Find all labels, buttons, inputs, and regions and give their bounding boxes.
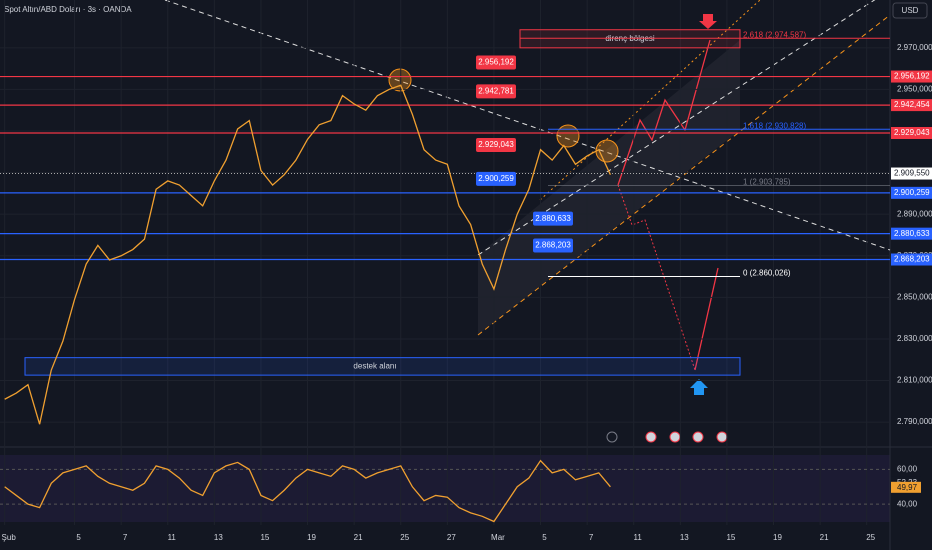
- zone: [24, 357, 741, 376]
- price-tag-label: 2.880,633: [535, 214, 571, 223]
- level-tag: [891, 253, 932, 266]
- currency-box[interactable]: [892, 2, 928, 19]
- x-tick-label: 11: [634, 533, 643, 542]
- level-tag: [891, 70, 932, 83]
- currency[interactable]: USD: [902, 6, 919, 15]
- y-tick-label: 40,00: [897, 499, 918, 508]
- rsi-band: [0, 455, 890, 522]
- price-tag: [476, 55, 516, 70]
- up-arrow: [690, 379, 708, 395]
- level-tag: [891, 186, 932, 199]
- x-tick-label: 7: [123, 533, 128, 542]
- drawings: [164, 0, 891, 443]
- fib-label: 2,618 (2.974,587): [743, 30, 806, 39]
- projection: [694, 267, 719, 371]
- price-tag-label: 2.942,781: [478, 87, 514, 96]
- down-arrow: [699, 14, 717, 29]
- level-label: 2.868,203: [894, 255, 930, 264]
- y-tick-label: 2.810,000: [897, 376, 932, 385]
- trend-line: [164, 0, 891, 251]
- price-tag: [476, 84, 516, 99]
- current-price-tag: [891, 167, 932, 180]
- x-tick-label: 19: [307, 533, 316, 542]
- last-value-tag: [891, 481, 921, 493]
- last-value-label: 49,97: [897, 483, 918, 492]
- y-tick-label: 2.790,000: [897, 417, 932, 426]
- x-tick-label: 21: [820, 533, 829, 542]
- x-tick-label: 13: [680, 533, 689, 542]
- x-tick-label: 25: [400, 533, 409, 542]
- level-label: 2.956,192: [894, 72, 930, 81]
- price-line: [4, 459, 611, 523]
- y-tick-label: 2.830,000: [897, 334, 932, 343]
- y-tick-label: 2.850,000: [897, 292, 932, 301]
- level-tag: [891, 227, 932, 240]
- event-icon: [716, 431, 728, 443]
- x-tick-label: 15: [260, 533, 269, 542]
- level-label: 2.900,259: [894, 188, 930, 197]
- x-tick-label: 5: [76, 533, 81, 542]
- x-tick-label: 19: [773, 533, 782, 542]
- x-tick-label: 13: [214, 533, 223, 542]
- event-icon: [692, 431, 704, 443]
- fib-label: 1 (2.903,785): [743, 178, 791, 187]
- x-tick-label: 15: [726, 533, 735, 542]
- channel-line: [477, 14, 891, 336]
- y-tick-label: 60,00: [897, 464, 918, 473]
- fib-label: 0 (2.860,026): [743, 269, 791, 278]
- x-tick-label: 27: [447, 533, 456, 542]
- fib-label: 1,618 (2.930,828): [743, 121, 806, 130]
- price-tag: [476, 171, 516, 186]
- price-tag: [533, 211, 573, 226]
- level-label: 2.942,454: [894, 100, 930, 109]
- projection: [617, 184, 696, 371]
- highlight: [388, 68, 412, 92]
- chart-title: Spot Altın/ABD Doları · 3s · OANDA: [4, 5, 132, 14]
- event-icon: [606, 431, 618, 443]
- price-tag-label: 2.929,043: [478, 140, 514, 149]
- event-icon: [669, 431, 681, 443]
- price-tag-label: 2.900,259: [478, 174, 514, 183]
- price-tag-label: 2.956,192: [478, 58, 514, 67]
- x-tick-label: 7: [589, 533, 594, 542]
- current-price-label: 2.909,550: [894, 169, 930, 178]
- x-tick-label: 25: [866, 533, 875, 542]
- y-tick-label: 2.970,000: [897, 43, 932, 52]
- x-tick-label: 21: [354, 533, 363, 542]
- highlight: [556, 124, 580, 148]
- price-tag: [476, 137, 516, 152]
- zone-label: destek alanı: [353, 362, 396, 371]
- y-tick-label: 2.950,000: [897, 85, 932, 94]
- level-tag: [891, 99, 932, 112]
- x-tick-label: 11: [168, 533, 177, 542]
- x-tick-label: Mar: [491, 533, 505, 542]
- level-label: 2.929,043: [894, 128, 930, 137]
- level-tag: [891, 126, 932, 139]
- x-tick-label: 5: [542, 533, 547, 542]
- y-tick-label: 2.890,000: [897, 209, 932, 218]
- price-tag-label: 2.868,203: [535, 241, 571, 250]
- trend-line: [477, 0, 876, 256]
- x-tick-label: Şub: [2, 533, 17, 542]
- price-tag: [533, 238, 573, 253]
- level-label: 2.880,633: [894, 229, 930, 238]
- event-icon: [645, 431, 657, 443]
- price-line: [4, 84, 612, 425]
